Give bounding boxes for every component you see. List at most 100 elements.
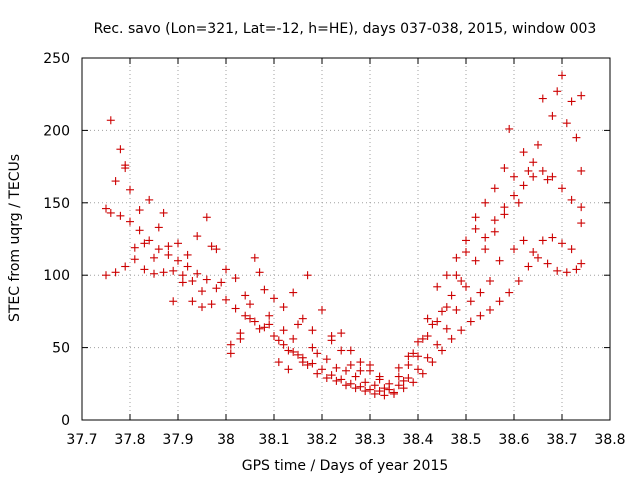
data-point — [486, 305, 494, 314]
data-point — [284, 346, 293, 355]
x-tick-label: 37.9 — [162, 432, 193, 448]
data-point — [481, 198, 490, 207]
data-point — [418, 369, 427, 378]
data-point — [188, 276, 197, 285]
data-point — [366, 385, 374, 394]
data-point — [313, 349, 322, 358]
data-point — [217, 278, 226, 287]
data-point — [481, 233, 490, 242]
data-point — [577, 219, 586, 228]
data-point — [212, 284, 221, 293]
data-point — [519, 181, 528, 190]
data-point — [308, 326, 317, 335]
data-point — [342, 366, 350, 375]
data-point — [174, 256, 182, 265]
data-point — [577, 203, 586, 212]
data-point — [346, 379, 355, 388]
data-point — [514, 198, 523, 207]
data-point — [558, 184, 566, 193]
data-point — [303, 360, 312, 369]
data-point — [126, 217, 134, 226]
data-point — [130, 243, 139, 252]
data-point — [351, 372, 360, 381]
data-point — [457, 326, 466, 335]
x-tick-label: 38.5 — [450, 432, 481, 448]
data-point — [543, 259, 552, 268]
y-tick-label: 150 — [43, 196, 70, 212]
data-point — [106, 208, 115, 217]
data-point — [174, 239, 182, 248]
data-point — [159, 208, 168, 217]
data-point — [226, 349, 235, 358]
plot-frame — [81, 57, 611, 421]
data-point — [265, 320, 274, 329]
data-point — [500, 203, 509, 212]
data-point — [529, 158, 538, 167]
data-point — [442, 303, 451, 312]
data-point — [337, 375, 346, 384]
data-point — [495, 297, 504, 306]
data-point — [505, 288, 514, 297]
data-point — [207, 300, 216, 309]
x-axis-ticks: 37.7 37.8 37.9 38 38.1 38.2 38.3 38.4 38.5 38.6 38… — [66, 58, 626, 448]
data-point — [433, 340, 442, 349]
data-point — [510, 191, 518, 200]
data-point — [135, 206, 144, 215]
chart-title: Rec. savo (Lon=321, Lat=-12, h=HE), days… — [94, 21, 597, 37]
data-point — [447, 334, 456, 343]
data-point — [140, 265, 149, 274]
data-point — [490, 216, 499, 225]
y-tick-label: 100 — [43, 268, 70, 284]
data-point — [519, 236, 528, 245]
data-point — [538, 94, 547, 103]
data-point — [567, 245, 576, 254]
data-point — [313, 369, 322, 378]
data-point — [543, 175, 552, 184]
data-point — [140, 239, 149, 248]
data-point — [394, 381, 403, 390]
data-point — [548, 233, 557, 242]
data-point — [514, 276, 523, 285]
data-point — [202, 275, 211, 284]
data-point — [442, 324, 451, 333]
data-point — [260, 285, 269, 294]
data-point — [414, 337, 422, 346]
data-point — [471, 213, 480, 222]
data-point — [390, 389, 398, 398]
data-point — [462, 236, 470, 245]
data-point — [150, 253, 158, 262]
y-tick-label: 50 — [52, 341, 70, 357]
data-point — [414, 365, 422, 374]
x-tick-label: 38.8 — [594, 432, 625, 448]
data-point — [164, 250, 173, 259]
data-point — [342, 381, 350, 390]
data-point — [428, 320, 437, 329]
data-point — [423, 353, 432, 362]
data-point — [183, 250, 192, 259]
data-point — [303, 271, 312, 280]
data-point — [481, 245, 490, 254]
data-point — [193, 232, 202, 241]
data-point — [279, 303, 288, 312]
data-point — [193, 269, 202, 278]
data-point — [154, 245, 163, 254]
data-point — [404, 360, 413, 369]
data-point — [524, 262, 533, 271]
data-point — [250, 253, 259, 262]
data-point — [534, 253, 542, 262]
data-point — [370, 389, 379, 398]
x-tick-label: 37.7 — [66, 432, 97, 448]
data-points — [102, 71, 586, 400]
data-point — [409, 349, 418, 358]
data-point — [332, 376, 341, 385]
data-point — [519, 148, 528, 157]
data-point — [423, 332, 432, 341]
data-point — [294, 350, 302, 359]
data-point — [198, 287, 206, 296]
data-point — [577, 91, 586, 100]
data-point — [145, 195, 154, 204]
data-point — [572, 133, 581, 142]
data-point — [366, 360, 374, 369]
data-point — [495, 256, 504, 265]
